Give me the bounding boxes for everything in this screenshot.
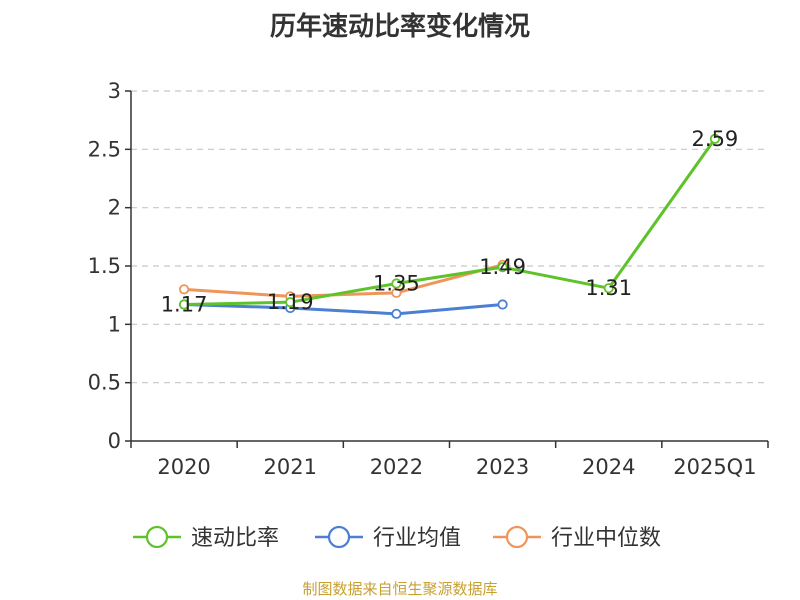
data-point[interactable] [285, 297, 296, 308]
series-line-0 [184, 137, 717, 306]
data-labels: 1.17 1.19 1.35 1.49 1.31 2.59 [161, 127, 739, 317]
data-label: 1.17 [161, 293, 208, 317]
axes: 0 0.5 1 1.5 2 2.5 3 2020 2021 2022 2023 2024 2025Q1 [88, 79, 769, 479]
data-point[interactable] [391, 308, 402, 319]
legend-label: 速动比率 [191, 526, 279, 551]
data-label: 2.59 [692, 127, 739, 151]
data-label: 1.19 [267, 290, 314, 314]
data-point[interactable] [391, 278, 402, 289]
x-tick-label: 2024 [582, 455, 635, 479]
legend-swatch-marker [505, 525, 529, 549]
series-2 [178, 259, 508, 302]
y-tick-label: 0.5 [88, 371, 121, 395]
data-point[interactable] [178, 284, 190, 295]
legend-item-0[interactable]: 速动比率 [133, 525, 279, 551]
x-tick-label: 2021 [264, 455, 317, 479]
legend-label: 行业均值 [373, 526, 461, 551]
data-point[interactable] [497, 262, 508, 273]
data-label: 1.49 [479, 255, 526, 279]
y-tick-label: 1 [108, 312, 121, 336]
data-point[interactable] [178, 299, 190, 310]
legend-label: 行业中位数 [551, 526, 661, 551]
y-tick-label: 1.5 [88, 254, 121, 278]
data-source-note: 制图数据来自恒生聚源数据库 [302, 580, 498, 598]
x-tick-label: 2023 [476, 455, 529, 479]
legend-swatch-marker [145, 525, 169, 549]
data-label: 1.35 [373, 272, 420, 296]
x-tick-label: 2022 [370, 455, 423, 479]
series-group [178, 133, 721, 319]
legend-swatch-marker [327, 525, 351, 549]
y-tick-label: 2 [108, 196, 121, 220]
legend-item-2[interactable]: 行业中位数 [493, 525, 661, 551]
y-tick-label: 2.5 [88, 137, 121, 161]
x-tick-label: 2025Q1 [673, 455, 756, 479]
data-point[interactable] [603, 283, 614, 294]
chart-title: 历年速动比率变化情况 [269, 12, 530, 42]
grid-lines [131, 90, 768, 384]
series-0 [178, 133, 721, 310]
series-line-2 [183, 263, 503, 298]
legend[interactable]: 速动比率 行业均值 行业中位数 [133, 525, 661, 551]
y-tick-label: 0 [108, 429, 121, 453]
y-tick-label: 3 [108, 79, 121, 103]
x-tick-label: 2020 [157, 455, 210, 479]
series-line-1 [184, 303, 503, 316]
data-point[interactable] [391, 287, 402, 298]
data-point[interactable] [709, 133, 721, 144]
data-point[interactable] [497, 299, 508, 310]
legend-item-1[interactable]: 行业均值 [315, 525, 461, 551]
data-label: 1.31 [585, 276, 632, 300]
